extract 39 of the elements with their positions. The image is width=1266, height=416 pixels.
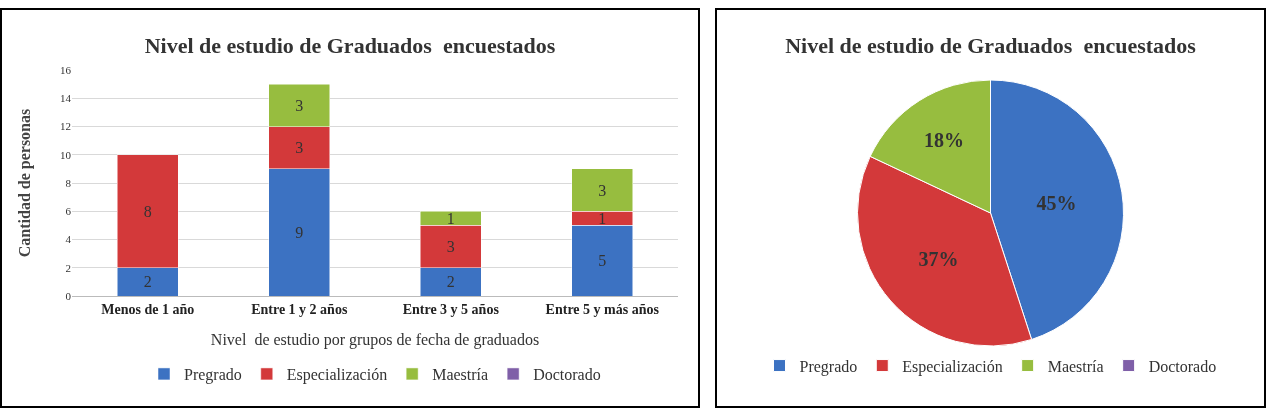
data-label: 1 [598, 209, 607, 227]
data-label: 1 [446, 209, 455, 227]
data-label: 9 [295, 223, 304, 241]
y-tick-label: 0 [65, 289, 72, 302]
y-tick-label: 8 [65, 176, 72, 189]
data-label: 3 [295, 96, 304, 114]
legend-label: Doctorado [1148, 357, 1217, 375]
legend-label: Maestría [432, 366, 489, 384]
data-label: 3 [446, 238, 455, 256]
data-label: 8 [143, 202, 152, 220]
chart-title: Nivel de estudio de Graduados encuestados [144, 33, 556, 59]
x-tick-label: Entre 3 y 5 años [402, 301, 500, 317]
legend-label: Maestría [1047, 357, 1104, 375]
data-label: 2 [143, 273, 152, 291]
legend-label: Doctorado [533, 366, 601, 384]
y-tick-label: 16 [60, 63, 72, 76]
y-tick-label: 12 [60, 120, 71, 133]
y-tick-label: 4 [65, 233, 72, 246]
data-label: 45% [1036, 191, 1077, 214]
legend-label: Pregrado [799, 357, 858, 376]
x-axis-title: Nivel de estudio por grupos de fecha de graduados [210, 331, 540, 350]
data-label: 2 [446, 273, 455, 291]
data-label: 5 [598, 252, 607, 270]
chart-title: Nivel de estudio de Graduados encuestados [785, 33, 1197, 59]
x-tick-label: Menos de 1 año [101, 301, 195, 317]
legend-label: Especialización [286, 366, 388, 385]
data-label: 18% [924, 128, 965, 151]
legend-label: Especialización [902, 357, 1003, 376]
y-tick-label: 14 [60, 92, 72, 105]
data-label: 37% [918, 247, 959, 270]
legend-label: Pregrado [184, 366, 242, 385]
y-tick-label: 6 [65, 205, 72, 218]
y-axis-title: Cantidad de personas [16, 108, 34, 258]
data-label: 3 [295, 139, 304, 157]
y-tick-label: 2 [65, 261, 71, 274]
x-tick-label: Entre 1 y 2 años [251, 301, 348, 317]
data-label: 3 [598, 181, 607, 199]
x-tick-label: Entre 5 y más años [545, 301, 660, 317]
y-tick-label: 10 [60, 148, 72, 161]
